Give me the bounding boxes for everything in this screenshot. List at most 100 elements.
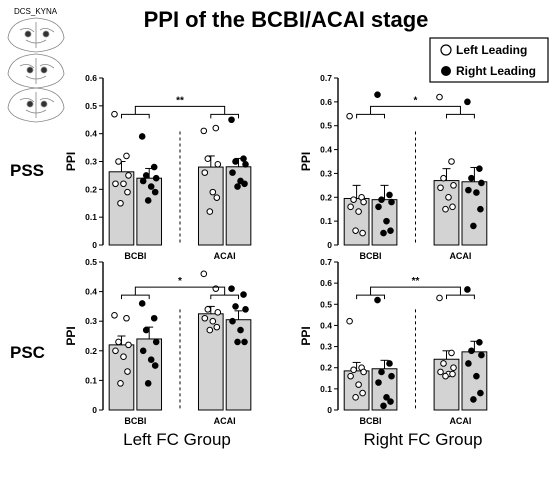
data-point [476,339,483,346]
data-point [206,326,214,334]
bracket-right [210,294,240,300]
figure-title: PPI of the BCBI/ACAI stage [144,7,429,32]
data-point [120,180,127,188]
data-point [213,194,221,201]
data-point [115,338,122,346]
data-point [440,174,447,182]
data-point [374,296,381,304]
data-point [139,177,147,185]
data-point [125,341,132,349]
y-tick-label: 0.3 [320,168,332,178]
data-point [383,217,390,225]
x-tick-label: ACAI [449,416,471,426]
data-point [112,180,119,188]
bar [225,319,252,411]
data-point [209,317,217,325]
significance-bracket [134,105,226,115]
y-tick-label: 0.3 [85,316,97,326]
data-point [152,174,160,182]
significance-label: * [178,276,182,287]
data-point [464,98,471,106]
y-tick-label: 0.2 [320,363,332,373]
data-point [346,317,353,325]
data-point [450,182,457,189]
data-point [123,152,130,160]
significance-bracket [134,286,226,296]
data-point [125,172,132,179]
y-tick-label: 0.2 [320,192,332,202]
data-point [347,372,354,380]
col-label-left-fc: Left FC Group [123,430,231,449]
panel-pss-right-fc: 0 0.1 0.2 0.3 0.4 0.5 0.6 0.7 PPI BCBI ACAI * [299,73,488,261]
data-point [214,160,222,168]
data-point [449,203,456,211]
y-tick-label: 0 [327,240,332,250]
data-point [204,155,212,163]
data-point [470,222,477,230]
bar [343,370,370,411]
data-point [437,368,444,376]
bracket-left [356,113,385,119]
data-point [228,285,235,292]
x-tick-label: BCBI [124,416,146,426]
y-tick-label: 0.5 [320,121,332,131]
y-tick-label: 0.7 [320,73,332,83]
data-point [209,188,217,196]
data-point [228,116,235,124]
y-tick-label: 0.7 [320,257,332,267]
data-point [387,398,394,405]
brain-section-icon [7,87,65,123]
legend-right-marker [441,66,451,76]
data-point [112,347,119,355]
data-point [478,179,485,187]
legend-left-label: Left Leading [456,43,527,57]
y-tick-label: 0.5 [320,299,332,309]
data-point [150,314,158,322]
y-tick-label: 0.1 [85,375,97,385]
data-point [359,229,366,237]
data-point [386,191,393,199]
panel-psc-right-fc: 0 0.1 0.2 0.3 0.4 0.5 0.6 0.7 PPI BCBI ACAI ** [299,257,488,426]
y-tick-label: 0.4 [85,129,97,139]
bracket-right [446,113,475,119]
significance-label: ** [412,276,420,287]
inset-label: DCS_KYNA [14,7,58,16]
row-label-psc: PSC [10,343,45,362]
brain-section-icon [7,53,65,89]
data-point [200,270,208,278]
bracket-right [446,294,475,300]
bar [136,177,163,246]
bracket-right [210,113,240,119]
data-point [234,338,241,346]
data-point [214,309,222,316]
data-point [387,227,394,234]
data-point [138,133,146,140]
data-point [450,364,457,372]
data-point [476,165,483,172]
data-point [465,186,472,194]
data-point [201,314,209,322]
data-point [242,160,249,168]
data-point [147,356,155,363]
bar [433,180,460,246]
data-point [375,379,382,386]
data-point [152,338,160,346]
y-tick-label: 0.1 [85,212,97,222]
data-point [380,402,387,410]
brain-atlas-inset: DCS_KYNA [7,7,65,123]
panel-psc-left-fc: 0 0.1 0.2 0.3 0.4 0.5 PPI BCBI ACAI * [64,257,252,426]
data-point [124,188,131,196]
data-point [448,349,455,357]
data-point [115,158,122,165]
data-point [241,180,248,188]
x-tick-label: ACAI [214,416,236,426]
data-point [201,169,209,176]
y-tick-label: 0.5 [85,257,97,267]
data-point [374,91,381,98]
data-point [468,347,475,355]
data-point [359,389,366,397]
significance-bracket [370,105,461,115]
y-tick-label: 0.2 [85,346,97,356]
data-point [237,326,244,334]
data-point [144,197,152,204]
